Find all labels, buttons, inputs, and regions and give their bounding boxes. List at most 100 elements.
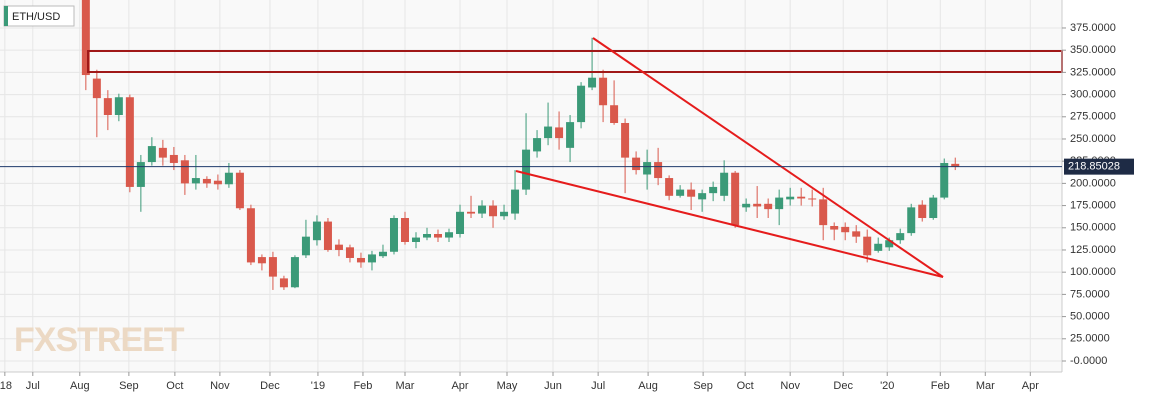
candle-body	[114, 97, 123, 116]
x-tick-label: Nov	[210, 380, 230, 392]
candle-body	[720, 172, 729, 196]
candle-body	[202, 178, 211, 184]
x-tick-label: Dec	[260, 380, 280, 392]
y-tick-label: 50.0000	[1070, 310, 1110, 322]
candle-body	[345, 247, 354, 258]
candle-body	[169, 154, 178, 163]
candle-body	[588, 77, 597, 88]
x-tick-label: Jul	[591, 380, 605, 392]
x-tick-label: Mar	[976, 380, 995, 392]
y-tick-label: 125.0000	[1070, 244, 1116, 256]
candle-body	[378, 251, 387, 257]
legend-label: ETH/USD	[12, 11, 60, 23]
candle-body	[411, 237, 420, 242]
candle-body	[786, 196, 795, 200]
last-price-label: 218.85028	[1068, 161, 1120, 173]
candle-body	[423, 233, 432, 238]
y-tick-label: 375.0000	[1070, 22, 1116, 34]
candle-body	[654, 162, 663, 179]
candle-body	[180, 160, 189, 184]
candle-body	[511, 189, 520, 214]
plot-background	[0, 0, 1062, 372]
y-tick-label: 25.0000	[1070, 333, 1110, 345]
candle-body	[951, 163, 960, 167]
x-tick-label: '20	[880, 380, 894, 392]
candle-body	[643, 162, 652, 175]
candle-body	[268, 257, 277, 277]
x-tick-label: Jul	[26, 380, 40, 392]
trend-line	[515, 170, 944, 278]
candle-body	[301, 236, 310, 256]
candle-body	[400, 218, 409, 242]
candle-body	[863, 236, 872, 256]
y-tick-label: -0.0000	[1070, 355, 1107, 367]
y-tick-label: 325.0000	[1070, 66, 1116, 78]
candle-body	[235, 172, 244, 209]
candle-body	[599, 77, 608, 106]
x-tick-label: Apr	[451, 380, 468, 392]
candle-body	[577, 85, 586, 123]
candle-body	[555, 127, 564, 139]
y-tick-label: 175.0000	[1070, 199, 1116, 211]
candle-body	[907, 207, 916, 234]
candle-body	[279, 278, 288, 288]
candle-body	[389, 218, 398, 252]
candle-body	[147, 146, 156, 163]
candle-body	[544, 126, 553, 139]
y-tick-label: 100.0000	[1070, 266, 1116, 278]
candle-body	[896, 233, 905, 241]
y-tick-label: 275.0000	[1070, 111, 1116, 123]
candle-body	[753, 203, 762, 207]
watermark: FXSTREET	[14, 321, 185, 359]
candle-body	[797, 196, 806, 199]
candle-body	[467, 211, 476, 214]
candle-body	[929, 197, 938, 219]
candle-body	[764, 203, 773, 210]
candle-body	[323, 221, 332, 250]
candle-body	[731, 172, 740, 226]
y-tick-label: 200.0000	[1070, 177, 1116, 189]
x-tick-label: Jun	[544, 380, 562, 392]
candle-body	[676, 189, 685, 196]
candle-body	[434, 233, 443, 238]
candle-body	[445, 232, 454, 238]
y-tick-label: 150.0000	[1070, 222, 1116, 234]
x-tick-label: Apr	[1022, 380, 1039, 392]
x-tick-label: '19	[311, 380, 325, 392]
candle-body	[500, 211, 509, 217]
last-price-box	[1064, 158, 1134, 175]
candle-body	[478, 205, 487, 214]
x-tick-label: May	[497, 380, 518, 392]
candle-body	[103, 98, 112, 116]
candle-body	[81, 0, 90, 76]
candle-body	[290, 257, 299, 288]
candle-body	[874, 243, 883, 251]
candle-body	[533, 138, 542, 152]
candle-body	[456, 211, 465, 234]
x-tick-label: Aug	[638, 380, 658, 392]
x-tick-label: Sep	[693, 380, 713, 392]
candle-body	[698, 193, 707, 200]
x-tick-label: Feb	[353, 380, 372, 392]
candle-body	[687, 189, 696, 197]
x-tick-label: Oct	[737, 380, 754, 392]
x-tick-label: Aug	[70, 380, 90, 392]
candle-body	[665, 178, 674, 196]
candle-body	[709, 186, 718, 194]
candle-body	[808, 198, 817, 200]
candle-body	[191, 178, 200, 184]
candle-body	[213, 180, 222, 185]
candle-body	[621, 122, 630, 158]
y-tick-label: 350.0000	[1070, 44, 1116, 56]
candle-body	[334, 244, 343, 250]
x-tick-label: Nov	[780, 380, 800, 392]
candle-body	[632, 157, 641, 171]
y-tick-label: 300.0000	[1070, 88, 1116, 100]
candle-body	[158, 147, 167, 158]
trend-line	[592, 37, 944, 278]
candle-body	[489, 205, 498, 217]
legend: ETH/USD	[3, 5, 75, 27]
candle-body	[367, 254, 376, 263]
candle-body	[885, 240, 894, 248]
